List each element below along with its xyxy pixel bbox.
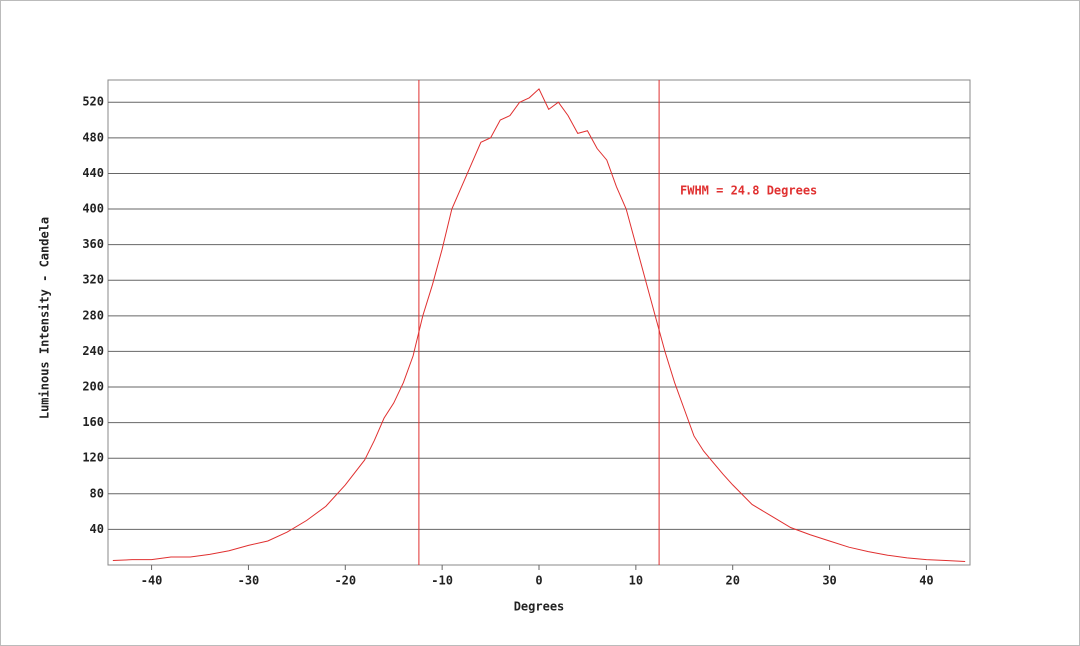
plot-area (107, 79, 971, 566)
x-tick-label: -30 (238, 574, 260, 588)
x-tick-label: 10 (629, 574, 643, 588)
y-axis-label: Luminous Intensity - Candela (38, 217, 52, 419)
y-tick-label: 360 (82, 237, 104, 251)
y-tick-label: 40 (90, 522, 104, 536)
y-tick-label: 200 (82, 380, 104, 394)
x-tick-label: -20 (334, 574, 356, 588)
x-tick-label: 20 (725, 574, 739, 588)
y-tick-label: 120 (82, 451, 104, 465)
x-tick-label: -10 (431, 574, 453, 588)
y-tick-label: 280 (82, 308, 104, 322)
x-tick-label: -40 (141, 574, 163, 588)
y-tick-label: 80 (90, 486, 104, 500)
y-tick-label: 320 (82, 273, 104, 287)
x-tick-label: 40 (919, 574, 933, 588)
y-tick-label: 440 (82, 166, 104, 180)
y-tick-label: 520 (82, 95, 104, 109)
annotation: FWHM = 24.8 Degrees (680, 184, 817, 198)
x-tick-label: 30 (822, 574, 836, 588)
y-tick-label: 480 (82, 130, 104, 144)
x-axis-label: Degrees (514, 600, 565, 614)
y-tick-label: 400 (82, 202, 104, 216)
line (112, 88, 966, 562)
y-tick-label: 160 (82, 415, 104, 429)
x-tick-label: 0 (535, 574, 542, 588)
y-tick-label: 240 (82, 344, 104, 358)
